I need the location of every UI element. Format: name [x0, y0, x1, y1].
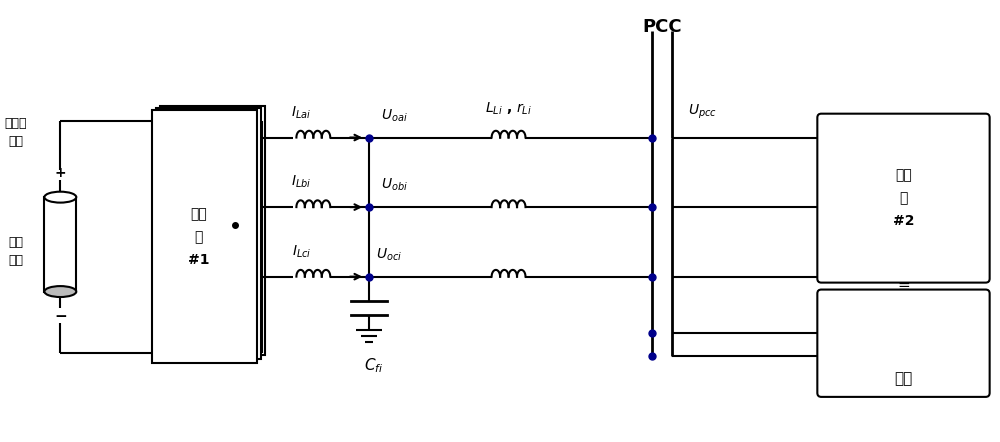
- Text: ≡: ≡: [897, 279, 910, 294]
- Text: $U_{pcc}$: $U_{pcc}$: [688, 103, 717, 121]
- Text: $I_{Lai}$: $I_{Lai}$: [291, 104, 311, 121]
- Text: +: +: [55, 166, 66, 180]
- Text: $C_{fi}$: $C_{fi}$: [364, 356, 384, 375]
- Ellipse shape: [44, 192, 76, 202]
- Ellipse shape: [44, 286, 76, 297]
- Text: 负载: 负载: [894, 371, 913, 386]
- FancyBboxPatch shape: [817, 114, 990, 282]
- Text: $U_{oai}$: $U_{oai}$: [381, 107, 407, 124]
- FancyBboxPatch shape: [152, 110, 257, 363]
- Text: −: −: [54, 309, 67, 324]
- Text: 逆变
器
#1: 逆变 器 #1: [188, 207, 210, 267]
- Text: $U_{oci}$: $U_{oci}$: [376, 246, 402, 263]
- Bar: [44, 197, 76, 292]
- Text: PCC: PCC: [642, 18, 682, 36]
- FancyBboxPatch shape: [817, 290, 990, 397]
- FancyBboxPatch shape: [156, 108, 261, 359]
- Text: 逆变
器
#2: 逆变 器 #2: [893, 168, 914, 228]
- Text: 分布式
电源: 分布式 电源: [4, 117, 27, 148]
- Text: $I_{Lbi}$: $I_{Lbi}$: [291, 174, 312, 190]
- Text: 储能
单元: 储能 单元: [8, 236, 23, 267]
- Text: $U_{obi}$: $U_{obi}$: [381, 177, 407, 193]
- Text: $L_{Li}$ , $r_{Li}$: $L_{Li}$ , $r_{Li}$: [485, 100, 532, 117]
- Text: $I_{Lci}$: $I_{Lci}$: [292, 244, 311, 260]
- FancyBboxPatch shape: [160, 106, 265, 355]
